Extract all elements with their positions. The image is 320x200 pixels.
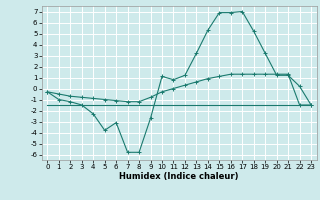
X-axis label: Humidex (Indice chaleur): Humidex (Indice chaleur)	[119, 172, 239, 181]
